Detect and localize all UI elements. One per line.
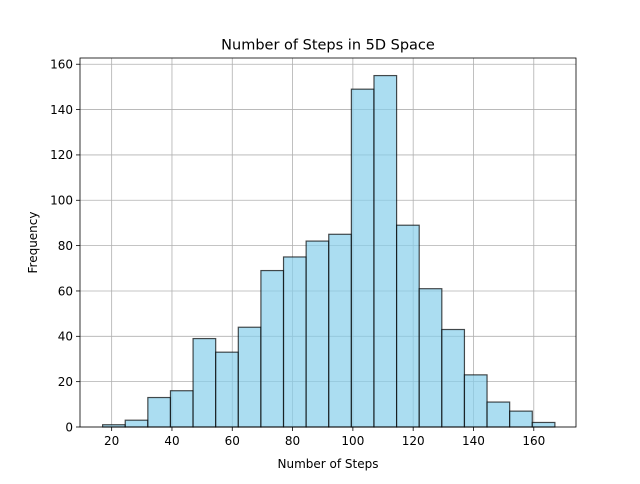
x-tick-label: 100 [341,434,364,448]
histogram-bar [328,233,352,428]
axes-frame [79,57,577,428]
histogram-bar [237,326,262,428]
histogram-bar [260,269,285,428]
histogram-bar [373,74,398,428]
y-tick-label: 80 [58,239,73,253]
y-tick-label: 120 [50,148,73,162]
y-tick-label: 160 [50,58,73,72]
axis-ticks: 20 40 60 80 100 120 140 160 0 20 40 60 80 100 120 140 16… [50,58,545,448]
histogram-bar [531,421,556,428]
histogram-bar [192,337,217,428]
histogram-bar [124,419,149,428]
histogram-bar [282,256,307,428]
y-tick-label: 0 [65,420,73,434]
histogram-bar [395,224,420,428]
histogram-bar [350,88,375,428]
histogram-bar [169,390,194,428]
x-tick-label: 140 [462,434,485,448]
y-tick-label: 140 [50,103,73,117]
histogram-bar [509,410,533,428]
y-tick-label: 40 [58,330,73,344]
histogram-bar [441,328,466,428]
histogram-bar [486,401,511,428]
x-tick-label: 40 [164,434,179,448]
y-tick-label: 20 [58,375,73,389]
chart-title: Number of Steps in 5D Space [221,38,435,54]
histogram-bar [418,288,443,428]
histogram-bar [463,374,488,428]
histogram-bars [102,74,556,428]
x-tick-label: 20 [104,434,119,448]
x-axis-label: Number of Steps [278,457,379,471]
histogram-bar [147,396,172,428]
x-tick-label: 120 [402,434,425,448]
histogram-bar [215,351,239,428]
histogram-bar [305,240,330,428]
x-tick-label: 80 [285,434,300,448]
y-tick-label: 100 [50,194,73,208]
x-tick-label: 160 [522,434,545,448]
x-tick-label: 60 [225,434,240,448]
y-tick-label: 60 [58,284,73,298]
y-axis-label: Frequency [26,212,40,274]
